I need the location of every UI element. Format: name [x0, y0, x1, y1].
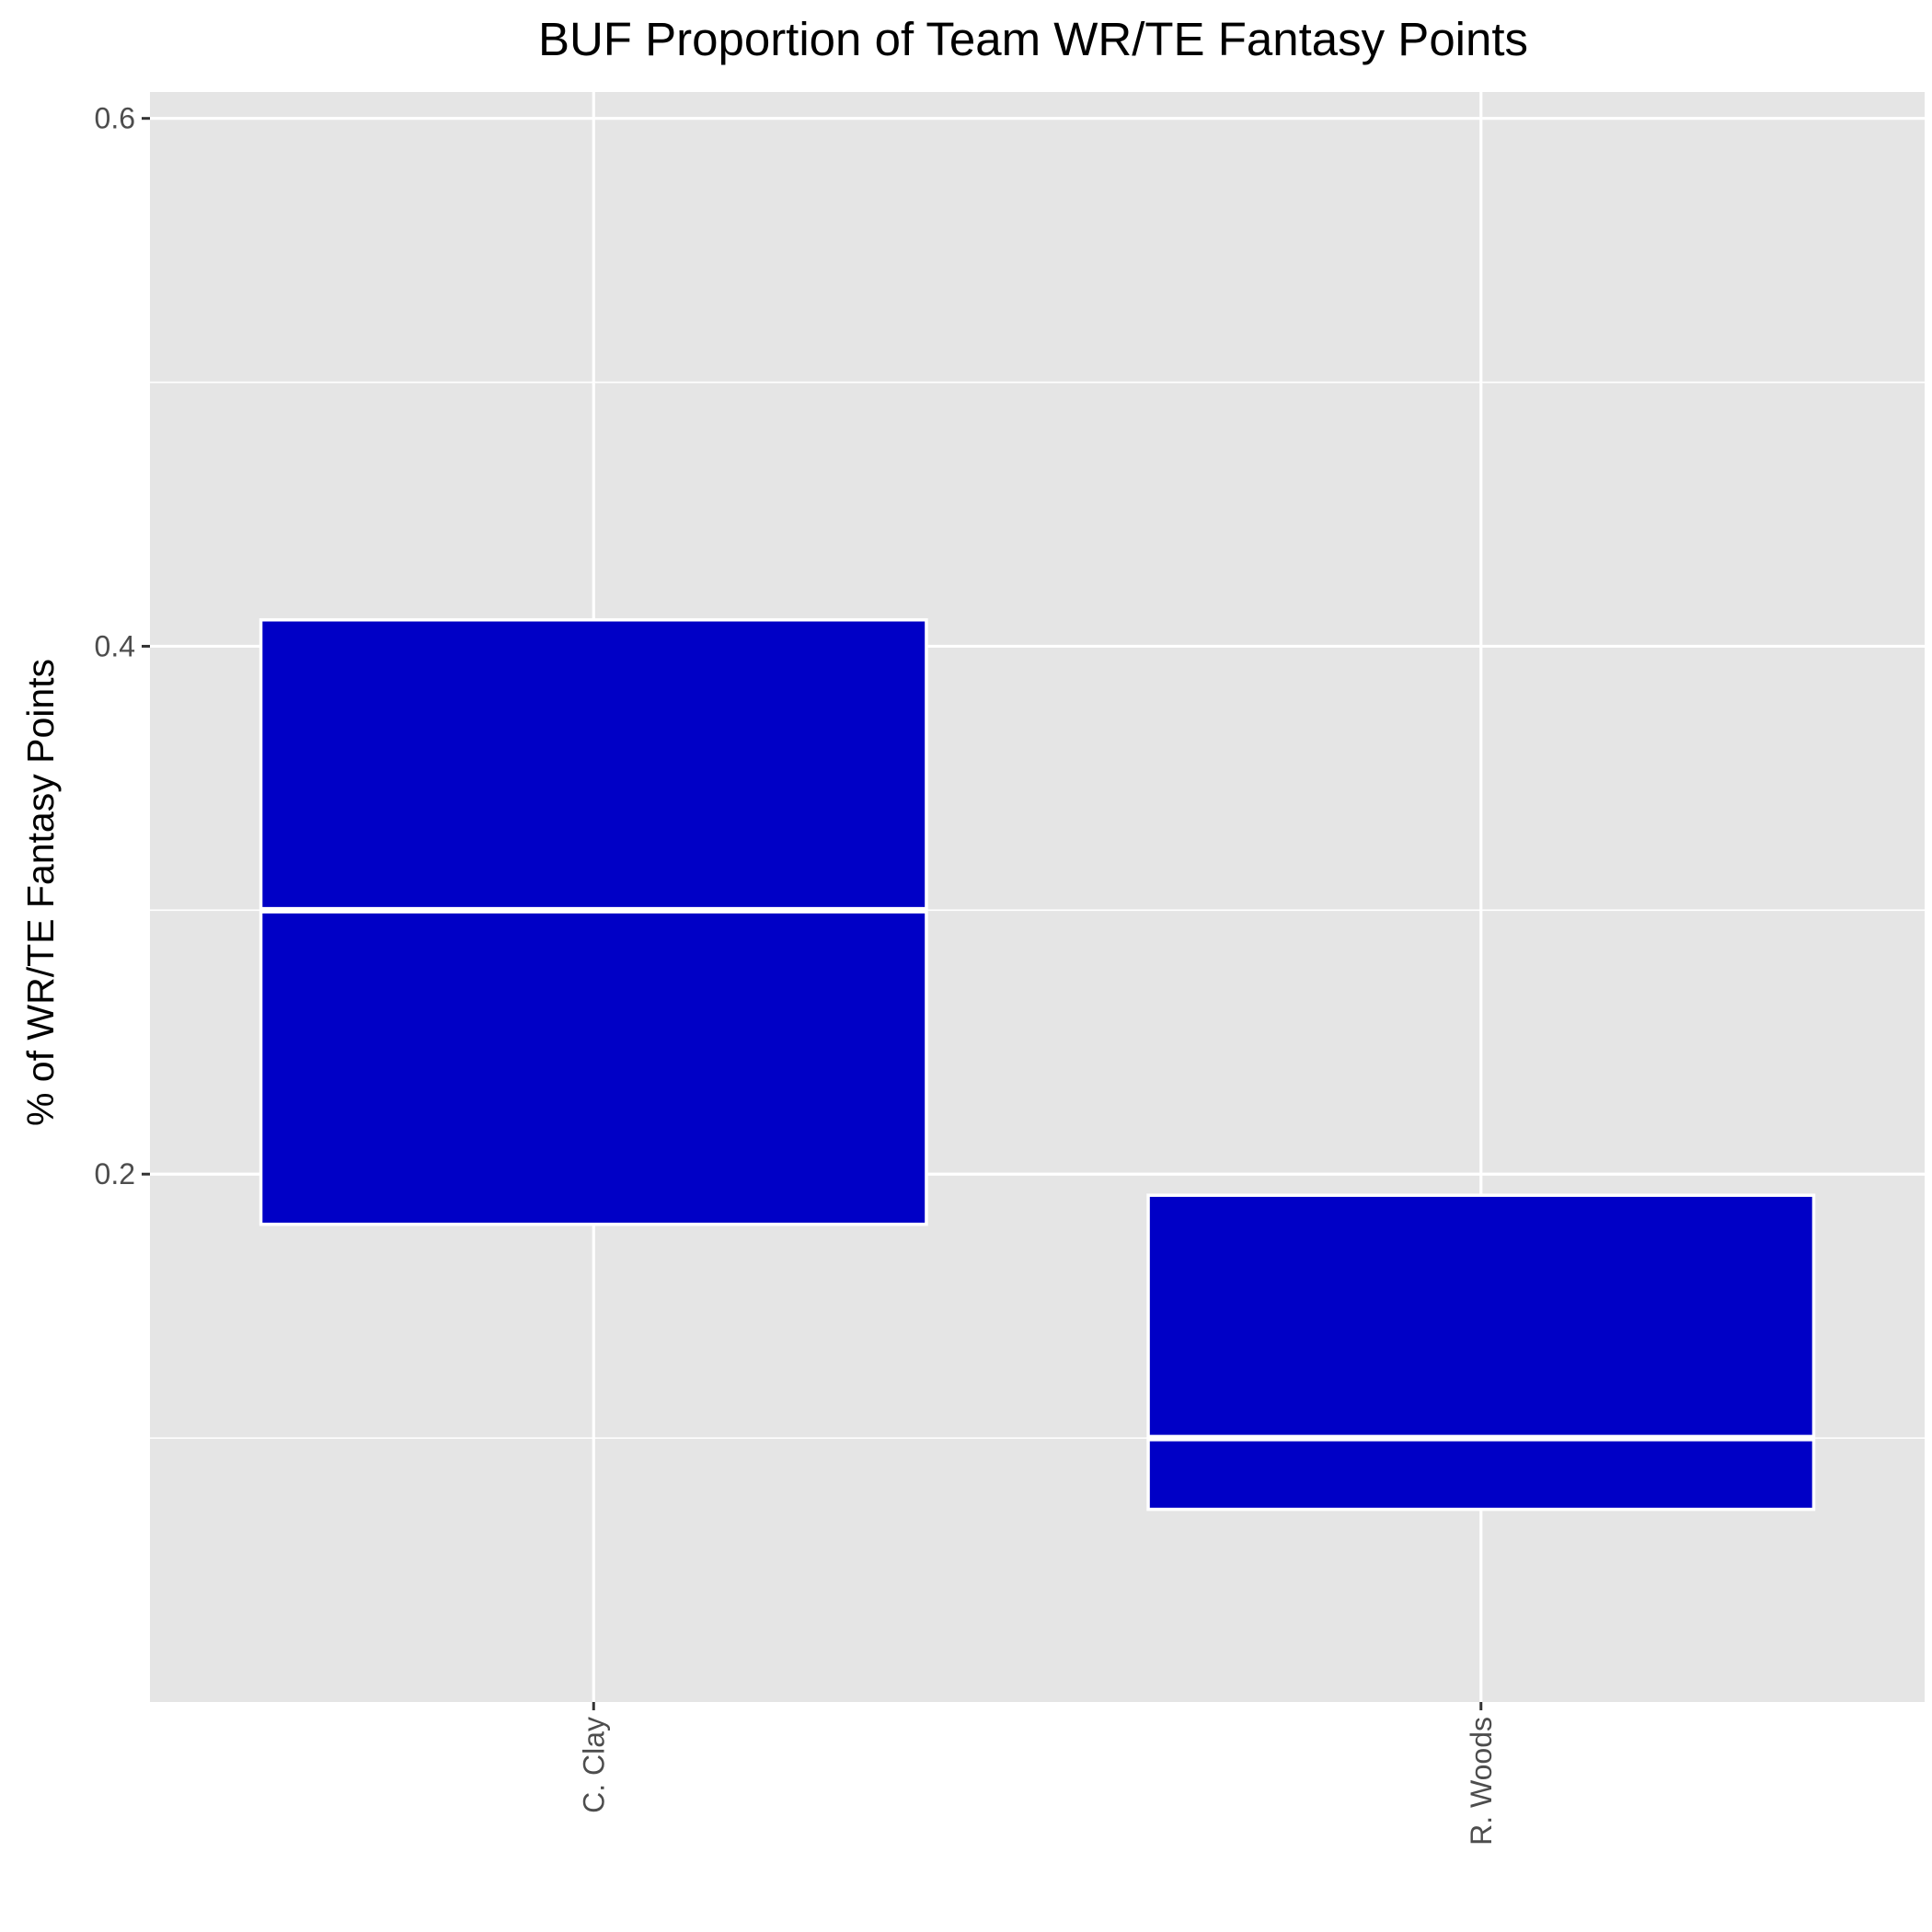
chart-title: BUF Proportion of Team WR/TE Fantasy Poi…: [538, 13, 1528, 65]
y-tick-label: 0.4: [95, 629, 135, 662]
box-body: [1146, 1193, 1816, 1512]
box-1: [259, 618, 928, 1226]
x-tick-label: R. Woods: [1465, 1717, 1498, 1846]
box-body: [259, 618, 928, 1226]
y-tick-label: 0.6: [95, 102, 135, 135]
x-tick-label: C. Clay: [577, 1717, 610, 1813]
box-2: [1146, 1193, 1816, 1512]
plot-area: 0.2 0.4 0.6 C. Clay R. Woods: [95, 92, 1925, 1846]
y-axis-label: % of WR/TE Fantasy Points: [19, 659, 62, 1126]
y-tick-label: 0.2: [95, 1157, 135, 1190]
